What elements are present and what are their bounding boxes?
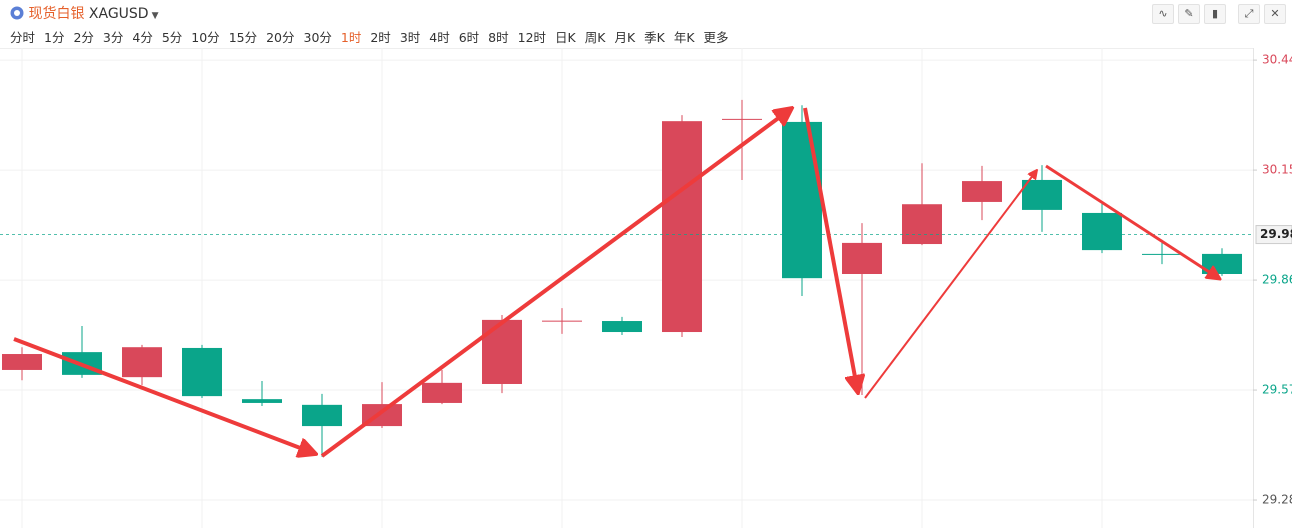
- candle-body: [602, 321, 642, 333]
- period-tab[interactable]: 分时: [10, 30, 36, 45]
- period-bar: 分时 1分 2分 3分 4分 5分 10分 15分 20分 30分 1时 2时 3时 4时 6时 8时 12时日…: [10, 27, 738, 46]
- period-tab[interactable]: 周K: [584, 30, 606, 45]
- tool-button[interactable]: ∿: [1152, 4, 1174, 24]
- period-tab[interactable]: 季K: [644, 30, 665, 45]
- period-tab[interactable]: 6时: [458, 30, 480, 45]
- y-tick-label: 29.57: [1262, 383, 1292, 397]
- period-tab[interactable]: 4时: [429, 30, 450, 45]
- candle-body: [842, 242, 882, 274]
- candle-body: [902, 204, 942, 245]
- candle-body: [542, 320, 582, 322]
- candle-body: [1142, 253, 1182, 255]
- symbol: XAGUSD: [88, 6, 149, 22]
- arrow: [1045, 164, 1220, 279]
- candle-body: [962, 181, 1002, 202]
- period-tab[interactable]: 12时: [517, 30, 547, 45]
- period-tab[interactable]: 日K: [555, 30, 576, 45]
- arrow: [864, 170, 1037, 399]
- period-tab[interactable]: 更多: [703, 30, 729, 45]
- plot: [0, 48, 1253, 528]
- symbol-icon: [10, 6, 24, 20]
- candle-body: [2, 354, 42, 370]
- period-tab[interactable]: 4分: [132, 30, 153, 45]
- candle-body: [1022, 179, 1062, 210]
- y-tick-label: 29.86: [1262, 273, 1292, 287]
- close-button[interactable]: ✕: [1264, 4, 1286, 24]
- candle-body: [782, 121, 822, 279]
- period-tab[interactable]: 30分: [303, 30, 332, 45]
- period-tab[interactable]: 年K: [673, 30, 695, 45]
- arrow: [13, 337, 316, 454]
- period-tab[interactable]: 1时: [340, 30, 362, 45]
- toolbar: 现货白银 XAGUSD ▼ 分时 1分 2分 3分 4分 5分 10分 15分 20分 30分 1时 2…: [0, 0, 1292, 48]
- candle-body: [662, 121, 702, 333]
- tool-icons: ∿ ✎ ▮ ⤢ ✕: [1148, 4, 1286, 24]
- candle-body: [182, 347, 222, 397]
- candle-body: [1082, 212, 1122, 251]
- last-price-box: [1255, 225, 1292, 245]
- title: 现货白银: [28, 6, 85, 22]
- candle-body: [302, 404, 342, 427]
- y-tick-label: 30.44: [1262, 53, 1292, 67]
- period-tab[interactable]: 2分: [73, 30, 94, 45]
- candle-body: [122, 347, 162, 378]
- last-price-label: 29.98: [1260, 227, 1292, 241]
- tool-button[interactable]: ⤢: [1238, 4, 1260, 24]
- y-tick-label: 29.28: [1262, 493, 1292, 507]
- period-tab[interactable]: 3分: [102, 30, 124, 45]
- tool-button[interactable]: ✎: [1178, 4, 1200, 24]
- symbol-title[interactable]: 现货白银 XAGUSD ▼: [10, 3, 159, 23]
- period-tab[interactable]: 月K: [614, 30, 636, 45]
- period-tab[interactable]: 15分: [228, 30, 258, 45]
- period-tab[interactable]: 2时: [370, 30, 391, 45]
- candle-body: [242, 399, 282, 403]
- caret: ▼: [151, 11, 159, 21]
- annotations: [13, 107, 1220, 458]
- period-tab[interactable]: 1分: [44, 30, 65, 45]
- period-tab[interactable]: 8时: [488, 30, 509, 45]
- period-tab[interactable]: 3时: [399, 30, 421, 45]
- candle-body: [482, 319, 522, 384]
- candle-body: [422, 382, 462, 403]
- period-tab[interactable]: 20分: [266, 30, 295, 45]
- period-tab[interactable]: 5分: [161, 30, 183, 45]
- period-tab[interactable]: 10分: [191, 30, 220, 45]
- candle-body: [722, 118, 762, 120]
- arrow: [320, 108, 792, 458]
- y-tick-label: 30.15: [1262, 163, 1292, 177]
- tool-button[interactable]: ▮: [1204, 4, 1226, 24]
- arrow: [803, 107, 858, 393]
